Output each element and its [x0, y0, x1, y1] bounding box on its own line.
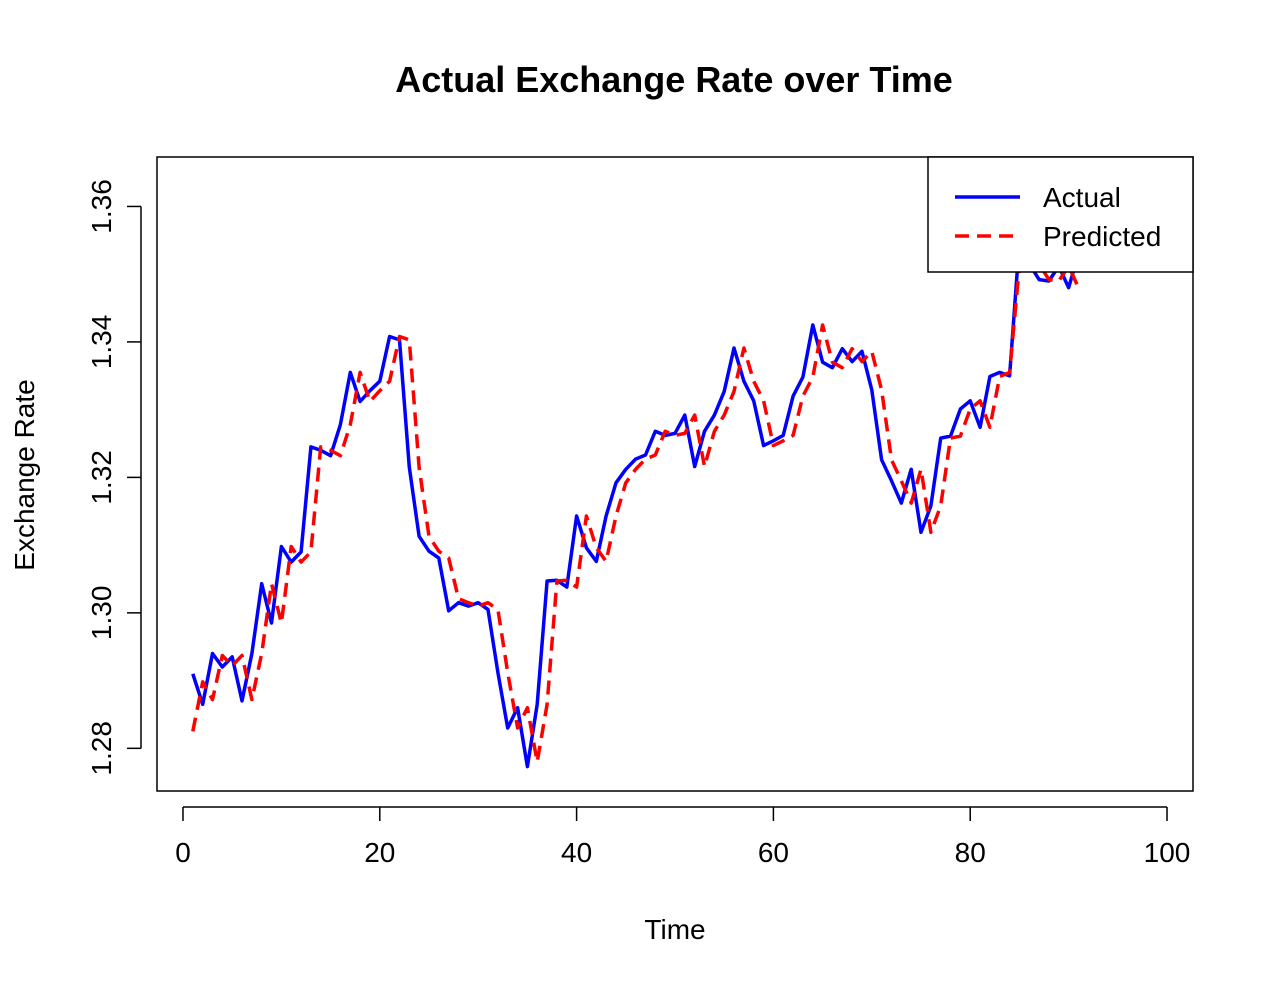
x-tick-label: 0: [175, 837, 191, 868]
legend: Actual Predicted: [927, 156, 1194, 273]
y-tick-label: 1.32: [86, 450, 117, 505]
x-tick-label: 100: [1144, 837, 1191, 868]
series-line-actual: [191, 239, 1081, 769]
x-tick-label: 60: [758, 837, 789, 868]
x-axis: 0 20 40 60 80 100: [175, 806, 1191, 868]
series-layer: [191, 239, 1081, 769]
y-tick-label: 1.28: [86, 721, 117, 776]
y-axis-label: Exchange Rate: [9, 379, 40, 570]
chart-title: Actual Exchange Rate over Time: [395, 59, 953, 100]
plot-frame: [156, 156, 1194, 792]
x-axis-label: Time: [644, 914, 705, 945]
y-tick-label: 1.30: [86, 586, 117, 641]
y-axis: 1.28 1.30 1.32 1.34 1.36: [86, 179, 142, 776]
y-tick-label: 1.36: [86, 179, 117, 234]
legend-label-actual: Actual: [1043, 182, 1121, 213]
legend-label-predicted: Predicted: [1043, 221, 1161, 252]
y-tick-label: 1.34: [86, 315, 117, 370]
x-tick-label: 80: [955, 837, 986, 868]
series-line-predicted: [191, 239, 1081, 764]
x-tick-label: 40: [561, 837, 592, 868]
legend-box: [927, 156, 1194, 273]
x-tick-label: 20: [364, 837, 395, 868]
